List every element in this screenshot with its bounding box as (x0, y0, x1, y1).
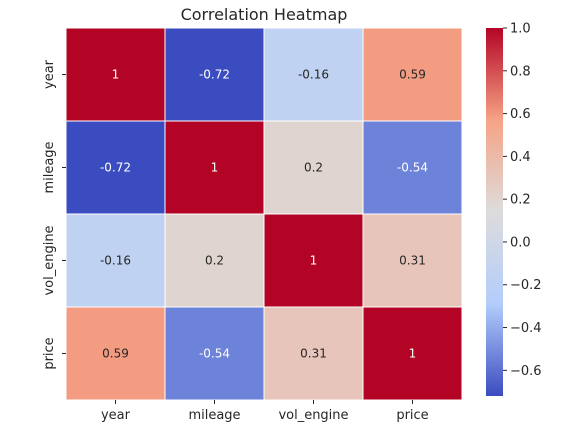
x-axis-tick-labels: year mileage vol_engine price (101, 400, 429, 423)
heatmap-cell-price-mileage (164, 306, 265, 401)
heatmap-cells: 1 -0.72 -0.16 0.59 -0.72 1 0.2 -0.54 -0.16 0.2 1 0.… (65, 27, 463, 401)
heatmap-cell-mileage-mileage (164, 120, 265, 215)
heatmap-cell-label: 0.31 (399, 254, 426, 268)
heatmap-cell-label: 0.2 (304, 161, 323, 175)
chart-title: Correlation Heatmap (181, 5, 348, 24)
x-tick-label-mileage: mileage (188, 408, 240, 423)
heatmap-cell-label: -0.72 (199, 68, 230, 82)
heatmap-cell-label: -0.16 (100, 254, 131, 268)
colorbar-tick-label: −0.2 (510, 278, 542, 293)
heatmap-cell-label: 0.59 (102, 347, 129, 361)
colorbar-tick-label: −0.6 (510, 364, 542, 379)
colorbar-tick-label: 0.4 (510, 150, 531, 165)
heatmap-cell-price-vol_engine (263, 306, 364, 401)
colorbar-tick-label: 0.0 (510, 235, 531, 250)
heatmap-cell-mileage-price (362, 120, 463, 215)
x-tick-label-year: year (101, 408, 131, 423)
heatmap-cell-label: -0.54 (199, 347, 230, 361)
heatmap-cell-label: -0.72 (100, 161, 131, 175)
heatmap-cell-label: 0.59 (399, 68, 426, 82)
y-tick-label-year: year (42, 59, 57, 89)
heatmap-cell-year-year (65, 27, 166, 122)
colorbar-gradient (486, 28, 503, 396)
heatmap-cell-mileage-year (65, 120, 166, 215)
heatmap-cell-label: 1 (310, 254, 318, 268)
heatmap-cell-label: -0.16 (298, 68, 329, 82)
heatmap-cell-label: 1 (112, 68, 120, 82)
heatmap-cell-label: 0.31 (300, 347, 327, 361)
heatmap-cell-label: 0.2 (205, 254, 224, 268)
heatmap-cell-vol_engine-mileage (164, 213, 265, 308)
x-tick-label-vol_engine: vol_engine (278, 408, 348, 423)
heatmap-cell-label: 1 (409, 347, 417, 361)
heatmap-cell-price-year (65, 306, 166, 401)
heatmap-cell-price-price (362, 306, 463, 401)
colorbar-tick-label: 0.2 (510, 193, 531, 208)
colorbar: −0.6 −0.4 −0.2 0.0 0.2 0.4 0.6 0.8 1.0 (486, 22, 542, 396)
y-tick-label-vol_engine: vol_engine (42, 225, 57, 295)
heatmap-cell-vol_engine-price (362, 213, 463, 308)
colorbar-tick-label: 0.8 (510, 64, 531, 79)
heatmap-cell-year-vol_engine (263, 27, 364, 122)
x-tick-label-price: price (396, 408, 428, 423)
y-tick-label-mileage: mileage (42, 141, 57, 193)
y-tick-label-price: price (42, 337, 57, 369)
heatmap-cell-label: -0.54 (397, 161, 428, 175)
colorbar-tick-label: 0.6 (510, 107, 531, 122)
heatmap-cell-label: 1 (211, 161, 219, 175)
heatmap-cell-year-mileage (164, 27, 265, 122)
colorbar-tick-label: 1.0 (510, 22, 531, 37)
heatmap-cell-year-price (362, 27, 463, 122)
colorbar-tick-label: −0.4 (510, 321, 542, 336)
